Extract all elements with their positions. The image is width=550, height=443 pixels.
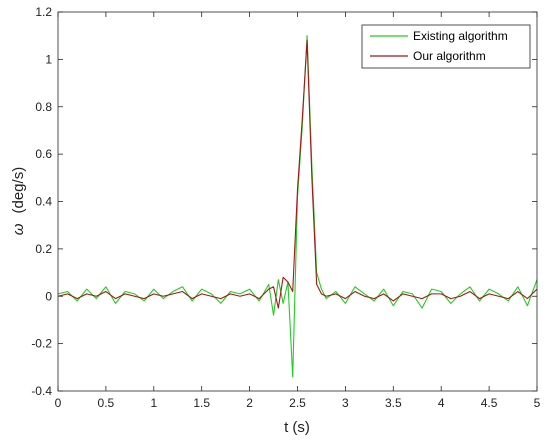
y-axis-label: ω (deg/s)	[10, 167, 27, 235]
y-tick-label: 1	[45, 52, 52, 66]
x-tick-label: 2	[246, 396, 253, 410]
y-axis-unit: (deg/s)	[10, 167, 27, 214]
x-tick-label: 4.5	[481, 396, 498, 410]
x-tick-label: 4	[438, 396, 445, 410]
legend-label-ours: Our algorithm	[413, 49, 486, 63]
y-tick-label: 0.8	[35, 100, 52, 114]
x-axis-label: t (s)	[284, 419, 310, 436]
y-tick-label: -0.2	[31, 337, 52, 351]
x-tick-label: 2.5	[289, 396, 306, 410]
y-tick-label: 0.2	[35, 242, 52, 256]
series-layer	[57, 35, 538, 378]
plot-frame	[57, 11, 538, 392]
series-line-ours	[57, 39, 538, 309]
y-tick-label: 0	[45, 289, 52, 303]
y-tick-label: 1.2	[35, 5, 52, 19]
x-tick-label: 3	[342, 396, 349, 410]
y-tick-label: 0.6	[35, 147, 52, 161]
y-tick-label: -0.4	[31, 384, 52, 398]
y-axis-symbol: ω	[10, 223, 27, 235]
ticks: 0 0.5 1 1.5 2 2.5 3 3.5 4 4.5 5 -0.4 -0.2 0 0.2 0.4 0.6 0…	[31, 5, 540, 410]
x-tick-label: 0.5	[98, 396, 115, 410]
x-tick-label: 1	[150, 396, 157, 410]
x-tick-label: 5	[534, 396, 541, 410]
x-tick-label: 1.5	[193, 396, 210, 410]
x-tick-label: 0	[55, 396, 62, 410]
x-tick-label: 3.5	[385, 396, 402, 410]
legend-box	[361, 24, 531, 69]
legend-label-existing: Existing algorithm	[413, 29, 508, 43]
y-tick-label: 0.4	[35, 195, 52, 209]
legend: Existing algorithm Our algorithm	[361, 24, 531, 69]
